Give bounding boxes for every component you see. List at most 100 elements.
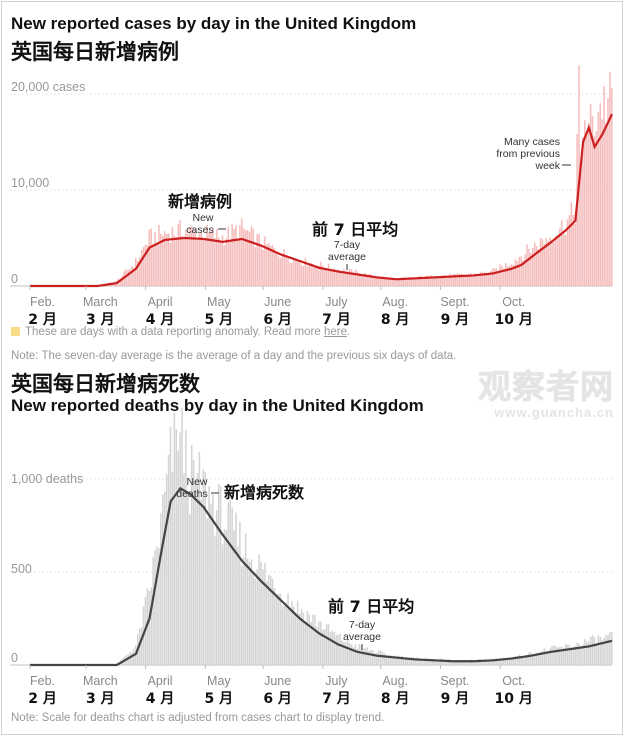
deaths-bar bbox=[271, 579, 274, 665]
cases-bar bbox=[281, 254, 284, 286]
deaths-bar bbox=[551, 645, 553, 665]
deaths-bar bbox=[179, 432, 181, 665]
cases-annotation-average-line1: 7-day bbox=[334, 239, 361, 251]
deaths-bar bbox=[506, 658, 509, 665]
deaths-month-en: Aug. bbox=[382, 674, 408, 688]
cases-bar bbox=[239, 225, 241, 286]
deaths-bar bbox=[495, 658, 497, 665]
cases-bar bbox=[202, 240, 205, 286]
cases-bar bbox=[535, 245, 538, 286]
cases-bar bbox=[387, 277, 390, 286]
deaths-bar bbox=[370, 649, 372, 665]
cases-bar bbox=[545, 238, 548, 286]
deaths-bar bbox=[335, 634, 337, 665]
cases-bar bbox=[443, 275, 445, 286]
deaths-bar bbox=[225, 530, 228, 665]
anomaly-read-more-link[interactable]: here bbox=[323, 326, 347, 338]
cases-bar bbox=[437, 277, 440, 286]
deaths-bar bbox=[375, 652, 378, 665]
deaths-bar bbox=[239, 521, 241, 665]
cases-bar bbox=[335, 272, 337, 286]
cases-y-tick-10000: 10,000 bbox=[11, 176, 49, 190]
cases-bar bbox=[397, 278, 399, 286]
cases-title-cn: 英国每日新增病例 bbox=[11, 40, 179, 64]
cases-bar bbox=[568, 215, 571, 286]
deaths-bar bbox=[219, 486, 222, 665]
cases-bar bbox=[483, 271, 486, 286]
cases-bar bbox=[206, 224, 208, 286]
cases-bar bbox=[331, 270, 334, 286]
deaths-bar bbox=[337, 634, 339, 665]
deaths-bar bbox=[162, 494, 164, 665]
cases-bar bbox=[466, 274, 469, 286]
cases-bar bbox=[495, 268, 497, 286]
deaths-bar bbox=[133, 649, 135, 665]
deaths-bar bbox=[241, 566, 243, 665]
deaths-bar bbox=[250, 559, 253, 665]
cases-bar bbox=[429, 275, 432, 286]
cases-month-en: Aug. bbox=[382, 295, 408, 309]
deaths-bar bbox=[339, 633, 341, 665]
deaths-bar bbox=[258, 554, 260, 665]
cases-bar bbox=[183, 239, 185, 286]
cases-bar bbox=[258, 234, 260, 286]
deaths-bar bbox=[493, 659, 496, 665]
cases-bar bbox=[518, 256, 521, 286]
deaths-bar bbox=[233, 530, 235, 665]
deaths-bar bbox=[298, 613, 301, 665]
deaths-bar bbox=[347, 638, 349, 665]
deaths-bar bbox=[366, 647, 368, 665]
deaths-bar bbox=[223, 529, 226, 665]
cases-bar bbox=[252, 228, 255, 286]
deaths-bar bbox=[597, 635, 600, 665]
cases-annotation-new-cases-line1: New bbox=[192, 212, 213, 224]
cases-bar bbox=[474, 273, 476, 286]
cases-bar bbox=[329, 268, 332, 286]
deaths-y-tick-0: 0 bbox=[11, 651, 18, 665]
deaths-bar bbox=[356, 648, 359, 665]
cases-bar bbox=[433, 277, 436, 286]
deaths-bar bbox=[352, 647, 355, 665]
deaths-bar bbox=[368, 650, 370, 665]
deaths-bar bbox=[607, 634, 609, 665]
deaths-bar bbox=[443, 660, 445, 665]
deaths-bar bbox=[595, 644, 598, 665]
cases-bar bbox=[589, 103, 592, 286]
cases-bar bbox=[514, 259, 517, 286]
cases-bar bbox=[268, 242, 270, 286]
deaths-annotation-new-cn: 新增病死数 bbox=[224, 483, 305, 502]
cases-bar bbox=[611, 87, 613, 286]
deaths-average-line bbox=[30, 486, 613, 667]
cases-bar bbox=[185, 229, 187, 286]
deaths-bar bbox=[372, 650, 374, 665]
deaths-bar bbox=[453, 660, 455, 665]
deaths-month-cn: 10 月 bbox=[495, 691, 533, 707]
deaths-bar bbox=[333, 631, 336, 665]
deaths-bar bbox=[400, 656, 403, 665]
deaths-bar bbox=[497, 658, 499, 665]
deaths-bar bbox=[167, 454, 170, 665]
deaths-bar bbox=[524, 656, 526, 665]
cases-bar bbox=[192, 229, 195, 286]
deaths-bar bbox=[348, 643, 351, 665]
cases-bar bbox=[364, 273, 366, 286]
deaths-bar bbox=[514, 655, 517, 665]
cases-bar bbox=[605, 123, 607, 286]
deaths-bar bbox=[200, 499, 203, 665]
deaths-bar bbox=[587, 641, 590, 665]
cases-bar bbox=[570, 202, 573, 286]
cases-bar bbox=[300, 265, 303, 286]
cases-month-cn: 5 月 bbox=[205, 312, 234, 328]
deaths-bar bbox=[229, 499, 231, 665]
deaths-bar bbox=[160, 513, 162, 665]
deaths-bar bbox=[379, 650, 382, 665]
cases-bar bbox=[408, 277, 411, 286]
deaths-bar bbox=[262, 569, 264, 665]
deaths-bar bbox=[520, 656, 522, 665]
deaths-bar bbox=[505, 658, 507, 665]
cases-bar bbox=[541, 238, 544, 286]
deaths-bar bbox=[300, 609, 303, 665]
deaths-bar bbox=[314, 614, 316, 665]
deaths-bar bbox=[302, 612, 305, 665]
deaths-bar bbox=[185, 430, 187, 665]
